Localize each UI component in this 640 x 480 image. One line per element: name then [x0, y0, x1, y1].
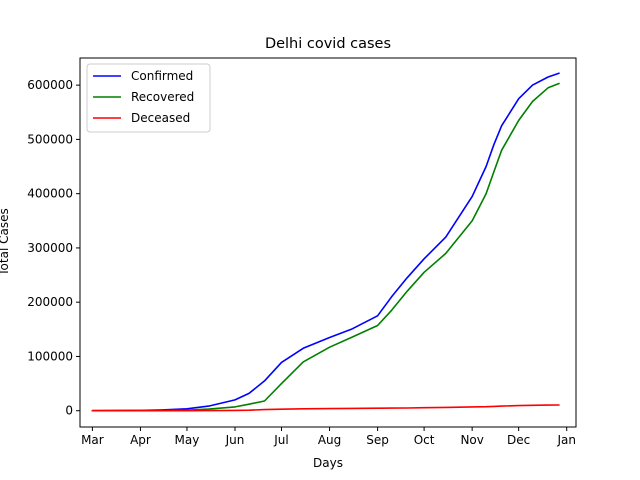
y-tick-label: 300000 [27, 241, 73, 255]
legend-label-recovered: Recovered [131, 90, 194, 104]
y-tick-label: 500000 [27, 132, 73, 146]
x-tick-label: Jun [225, 433, 245, 447]
x-tick-label: Jul [273, 433, 288, 447]
y-tick-label: 600000 [27, 78, 73, 92]
legend-box [86, 63, 211, 133]
x-tick-label: Apr [130, 433, 151, 447]
chart-title: Delhi covid cases [265, 36, 391, 52]
y-tick-label: 400000 [27, 187, 73, 201]
legend-label-confirmed: Confirmed [131, 69, 193, 83]
x-tick-label: Dec [507, 433, 530, 447]
y-axis: 0 100000 200000 300000 400000 500000 600000 [27, 78, 80, 418]
x-tick-label: Aug [318, 433, 341, 447]
y-tick-label: 100000 [27, 349, 73, 363]
x-tick-label: Mar [81, 433, 104, 447]
x-axis: Mar Apr May Jun Jul Aug Sep Oct Nov Dec Jan [81, 427, 576, 447]
series-line-recovered [91, 82, 560, 412]
x-tick-label: Nov [460, 433, 483, 447]
x-axis-label: Days [313, 456, 343, 470]
legend-label-deceased: Deceased [131, 111, 190, 125]
series-line-deceased [91, 404, 560, 412]
series-layer [91, 72, 560, 412]
legend: Confirmed Recovered Deceased [86, 63, 211, 133]
y-tick-label: 200000 [27, 295, 73, 309]
x-tick-label: May [175, 433, 200, 447]
y-axis-label: Total Cases [0, 208, 11, 276]
series-line-confirmed [91, 72, 560, 412]
x-tick-label: Sep [366, 433, 389, 447]
x-tick-label: Jan [556, 433, 576, 447]
plot-frame [79, 57, 577, 428]
x-tick-label: Oct [414, 433, 435, 447]
y-tick-label: 0 [65, 404, 73, 418]
